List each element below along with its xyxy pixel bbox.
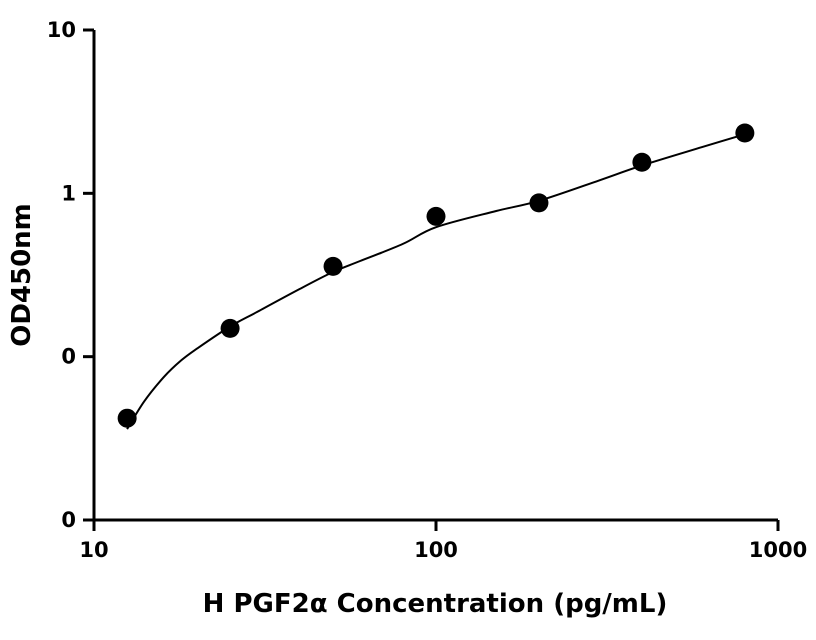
axis-ticks: 10 100 1000 0 0 1 10 — [47, 18, 807, 562]
data-points — [117, 123, 755, 428]
fit-curve — [126, 133, 746, 430]
data-point — [323, 256, 343, 276]
y-tick-label: 10 — [47, 18, 76, 42]
data-point — [632, 152, 652, 172]
data-point — [735, 123, 755, 143]
y-tick-label: 0 — [61, 345, 76, 369]
x-tick-label: 10 — [79, 538, 108, 562]
x-tick-label: 100 — [414, 538, 458, 562]
y-tick-label: 0 — [61, 508, 76, 532]
y-tick-label: 1 — [61, 181, 76, 205]
y-axis-title: OD450nm — [7, 203, 37, 347]
data-point — [529, 193, 549, 213]
data-point — [117, 408, 137, 428]
data-point — [220, 318, 240, 338]
x-tick-label: 1000 — [749, 538, 807, 562]
x-axis-title: H PGF2α Concentration (pg/mL) — [203, 589, 668, 619]
data-point — [426, 206, 446, 226]
